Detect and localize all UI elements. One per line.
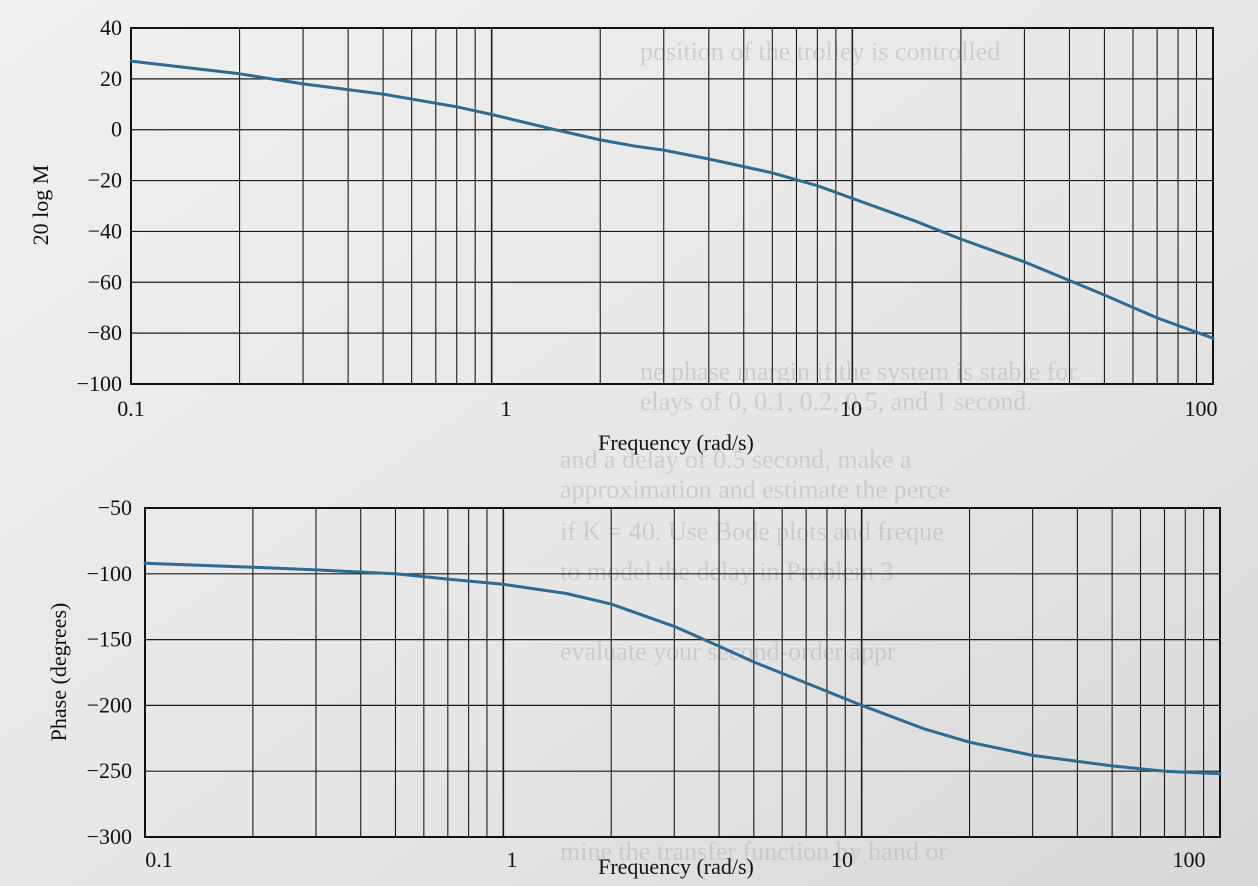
phase-x-tick-labels: 0.1 1 10 100: [145, 847, 1205, 872]
svg-text:mine the transfer function by: mine the transfer function by hand or: [560, 837, 947, 866]
y-tick-label: −100: [77, 371, 122, 396]
svg-text:and a delay of 0.5 second, mak: and a delay of 0.5 second, make a: [560, 445, 912, 474]
phase-x-axis-label: Frequency (rad/s): [598, 854, 754, 879]
y-tick-label: −60: [88, 269, 122, 294]
magnitude-grid: [130, 27, 1214, 385]
magnitude-plot: 40 20 0 −20 −40 −60 −80 −100 0.1 1 10 100 20 log M…: [28, 15, 1218, 455]
svg-text:to model the delay in Problem: to model the delay in Problem 3: [560, 557, 894, 586]
x-tick-label: 1: [507, 847, 518, 872]
magnitude-x-tick-labels: 0.1 1 10 100: [117, 396, 1217, 421]
svg-text:elays of 0, 0.1, 0.2, 0.5, and: elays of 0, 0.1, 0.2, 0.5, and 1 second.: [640, 387, 1033, 416]
svg-text:approximation and estimate the: approximation and estimate the perce: [560, 475, 950, 504]
bleed-through-text: position of the trolley is controlled ne…: [560, 37, 1077, 866]
series-line: [129, 59, 1215, 340]
y-tick-label: −200: [87, 692, 132, 717]
magnitude-y-axis-label: 20 log M: [28, 165, 53, 246]
x-tick-label: 100: [1185, 396, 1218, 421]
x-tick-label: 0.1: [145, 847, 173, 872]
phase-y-axis-label: Phase (degrees): [46, 603, 71, 742]
y-tick-label: 40: [100, 15, 122, 40]
plot-frame: [144, 507, 1221, 838]
phase-grid: [144, 507, 1221, 838]
svg-text:if K = 40. Use Bode plots and: if K = 40. Use Bode plots and freque: [560, 517, 944, 546]
plot-frame: [130, 27, 1214, 385]
series-line: [143, 561, 1222, 776]
svg-text:ne phase margin if the system: ne phase margin if the system is stable …: [640, 357, 1077, 386]
magnitude-y-tick-labels: 40 20 0 −20 −40 −60 −80 −100: [77, 15, 122, 396]
magnitude-series: [129, 59, 1215, 340]
x-tick-label: 10: [831, 847, 853, 872]
x-tick-label: 1: [501, 396, 512, 421]
phase-series: [143, 561, 1222, 776]
y-tick-label: −80: [88, 320, 122, 345]
y-tick-label: −50: [98, 495, 132, 520]
y-tick-label: 0: [111, 117, 122, 142]
magnitude-x-axis-label: Frequency (rad/s): [598, 430, 754, 455]
x-tick-label: 0.1: [117, 396, 145, 421]
phase-y-tick-labels: −50 −100 −150 −200 −250 −300: [87, 495, 132, 849]
y-tick-label: −150: [87, 627, 132, 652]
svg-text:position of the trolley is con: position of the trolley is controlled: [640, 37, 1000, 66]
y-tick-label: −250: [87, 758, 132, 783]
phase-plot: −50 −100 −150 −200 −250 −300 0.1 1 10 100 Phase …: [46, 495, 1222, 879]
y-tick-label: 20: [100, 66, 122, 91]
y-tick-label: −20: [88, 168, 122, 193]
x-tick-label: 100: [1173, 847, 1206, 872]
y-tick-label: −100: [87, 561, 132, 586]
y-tick-label: −300: [87, 824, 132, 849]
x-tick-label: 10: [840, 396, 862, 421]
y-tick-label: −40: [88, 218, 122, 243]
